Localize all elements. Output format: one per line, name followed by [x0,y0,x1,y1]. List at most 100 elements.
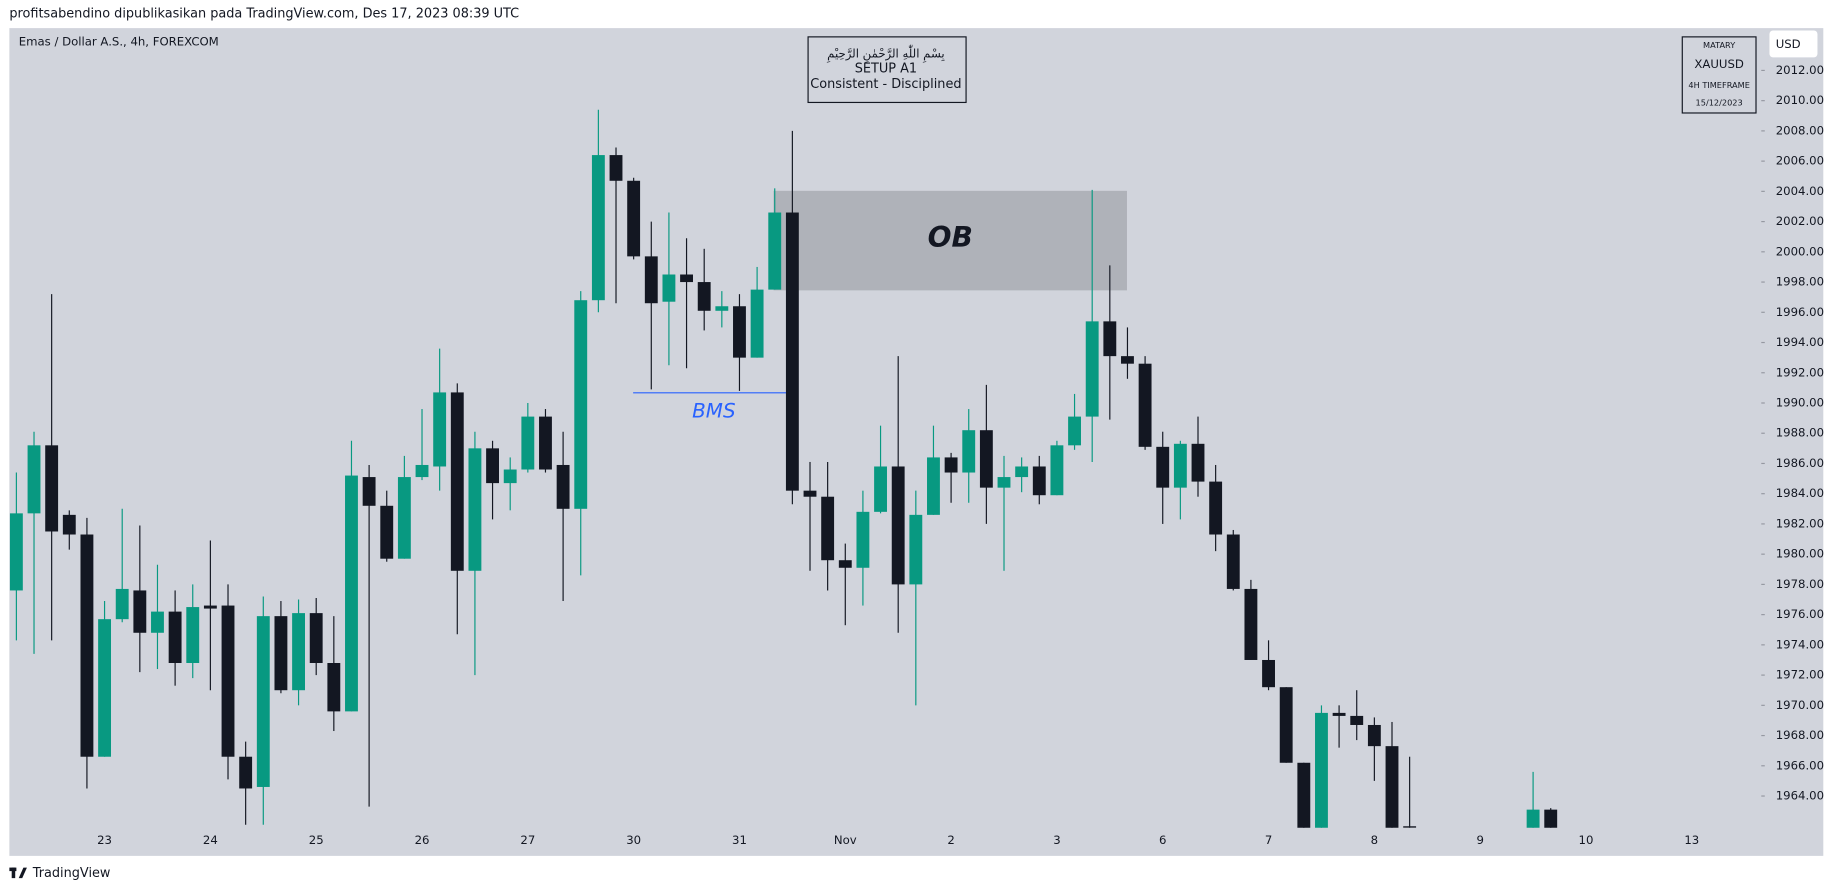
candle-body [45,445,59,532]
candle-body [186,607,200,664]
y-tick-label: 1982.00 [1776,516,1824,530]
candle-body [292,613,305,691]
y-tick-label: 2010.00 [1776,93,1824,107]
candle-body [168,611,182,664]
candle-body [733,306,746,358]
x-tick-label: 8 [1371,833,1378,847]
candle-body [415,464,429,478]
candle-body [345,475,358,712]
candle-body [821,496,835,561]
info-box [1681,36,1757,114]
currency-button[interactable] [1769,30,1818,58]
candle-body [1297,762,1311,828]
candle-body [1279,687,1293,763]
order-block [773,190,1127,291]
candle-body [274,616,288,691]
x-tick-label: 25 [309,833,324,847]
symbol-label: Emas / Dollar A.S., 4h, FOREXCOM [19,35,219,49]
x-tick-label: Nov [834,833,857,847]
candle-body [1262,659,1275,688]
candle-body [1350,715,1364,725]
candle-body [715,306,729,311]
candle-body [450,392,464,571]
x-tick-label: 26 [415,833,430,847]
candle-body [133,590,147,633]
candle-body [503,469,517,484]
candle-body [785,212,799,491]
chart-pane [9,28,1824,856]
setup-box-line: بِسْمِ اللّٰهِ الرَّحْمٰنِ الرَّحِيْمِ [827,44,946,63]
x-tick-label: 24 [203,833,218,847]
candle-body [1085,321,1099,417]
y-tick-label: 1974.00 [1776,637,1824,651]
setup-box [807,36,967,104]
y-tick-label: 2006.00 [1776,154,1824,168]
candle-body [256,616,270,787]
currency-label[interactable]: USD [1776,37,1801,51]
setup-box-line: SETUP A1 [855,62,917,77]
candle-body [397,477,411,559]
candle-body [486,448,499,484]
candle-body [468,448,482,571]
y-tick-label: 2000.00 [1776,244,1824,258]
x-tick-label: 3 [1053,833,1060,847]
candle-body [1121,356,1134,364]
candles [9,109,1558,828]
candle-body [927,457,940,515]
candle-body [1209,481,1223,535]
candle-body [539,416,552,470]
candle-body [874,466,887,512]
y-tick-label: 2008.00 [1776,123,1824,137]
candle-body [680,274,693,283]
candle-body [1173,443,1187,488]
candle-body [1068,416,1081,446]
y-tick-label: 2004.00 [1776,184,1824,198]
candle-body [203,605,217,609]
info-box-line: 15/12/2023 [1696,98,1743,108]
info-box-line: 4H TIMEFRAME [1688,80,1750,90]
candle-body [380,505,394,559]
candle-body [115,588,129,620]
candle-body [1103,321,1117,357]
x-tick-label: 27 [520,833,535,847]
y-tick-label: 1978.00 [1776,577,1824,591]
candle-body [909,514,923,585]
y-tick-label: 1970.00 [1776,698,1824,712]
candle-body [997,477,1011,488]
candle-body [962,430,976,473]
y-tick-label: 1966.00 [1776,758,1824,772]
candle-body [1403,826,1417,828]
brand-logo [9,867,27,879]
candle-body [327,663,341,712]
candle-body [309,613,323,664]
candle-body [27,445,41,514]
y-tick-label: 1998.00 [1776,275,1824,289]
candle-body [1367,724,1381,747]
candle-body [362,477,376,506]
y-tick-label: 1984.00 [1776,486,1824,500]
candle-body [1385,746,1399,828]
x-tick-label: 10 [1579,833,1594,847]
info-box-line: MATARY [1703,40,1736,50]
y-tick-label: 1980.00 [1776,547,1824,561]
publisher-line: profitsabendino dipublikasikan pada Trad… [9,7,519,22]
candle-body [803,490,817,497]
y-tick-label: 1968.00 [1776,728,1824,742]
y-tick-label: 1994.00 [1776,335,1824,349]
candle-body [662,274,676,302]
candle-body [221,605,235,757]
bms-label: BMS [692,400,735,423]
candle-body [1315,712,1328,828]
candle-body [750,289,764,358]
candle-body [1138,363,1152,447]
x-tick-label: 2 [947,833,954,847]
candle-body [1032,466,1046,496]
candle-body [768,212,782,290]
x-tick-label: 7 [1265,833,1272,847]
info-box-line: XAUUSD [1694,57,1744,71]
brand-name: TradingView [32,866,111,881]
y-tick-label: 1992.00 [1776,365,1824,379]
candle-body [1226,534,1240,589]
candle-body [80,534,94,757]
